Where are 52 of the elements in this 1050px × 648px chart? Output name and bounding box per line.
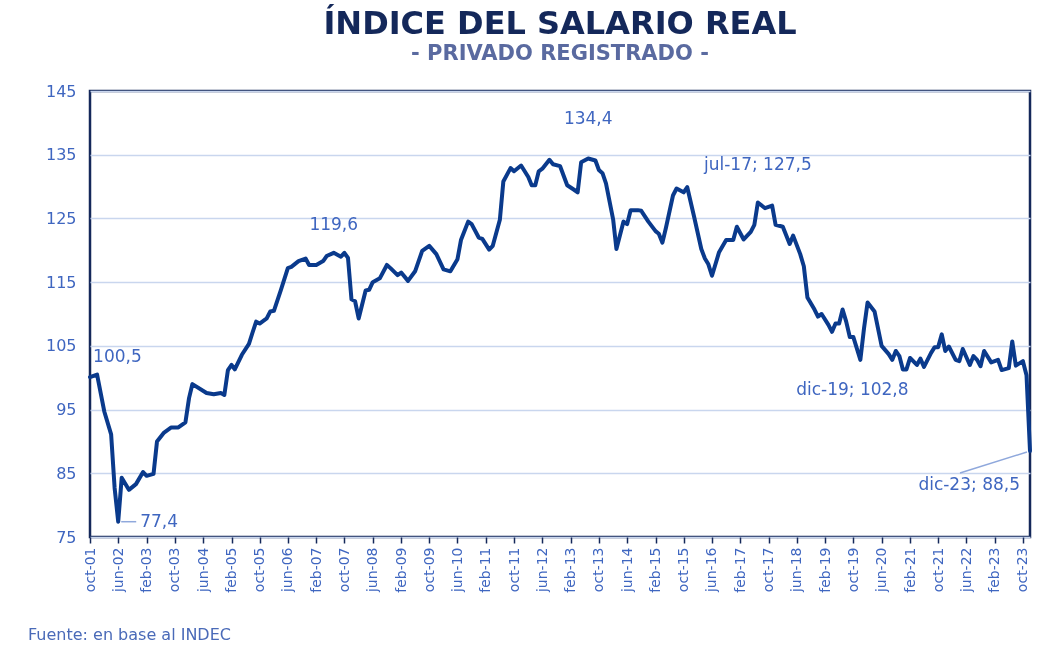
x-tick-label: feb-05 [223,547,240,593]
x-tick-label: oct-05 [251,547,268,593]
annotation: 77,4 [140,510,179,531]
y-tick-label: 135 [45,145,77,165]
x-tick-label: jun-12 [533,547,550,594]
annotation: 100,5 [93,345,142,366]
y-tick-label: 105 [45,336,77,356]
x-tick-label: jun-16 [703,547,720,594]
x-tick-label: oct-03 [166,547,183,593]
x-tick-label: jun-06 [279,547,296,594]
chart-subtitle: - PRIVADO REGISTRADO - [411,41,709,65]
x-tick-label: feb-17 [731,547,748,593]
annotation: dic-23; 88,5 [918,473,1020,494]
x-tick-label: jun-10 [448,547,465,594]
chart-title: ÍNDICE DEL SALARIO REAL [323,4,797,42]
x-tick-label: jun-14 [618,547,635,594]
x-tick-label: oct-07 [335,547,352,593]
y-tick-label: 75 [56,527,77,547]
x-tick-label: feb-21 [901,547,918,593]
x-tick-label: feb-07 [307,547,324,593]
x-tick-label: oct-21 [929,547,946,593]
y-tick-label: 115 [45,272,77,292]
y-tick-label: 95 [56,400,77,420]
x-tick-label: oct-13 [590,547,607,593]
x-tick-label: oct-17 [760,547,777,593]
annotation: 119,6 [309,213,359,234]
y-tick-label: 125 [45,208,77,228]
x-tick-label: feb-11 [477,547,494,593]
x-tick-label: oct-11 [505,547,522,593]
x-tick-label: jun-08 [364,547,381,594]
x-tick-label: jun-20 [873,547,890,594]
x-tick-label: feb-19 [816,547,833,593]
y-tick-label: 85 [56,463,77,483]
x-tick-label: feb-15 [647,547,664,593]
x-tick-label: feb-23 [986,547,1003,593]
x-tick-label: oct-15 [675,547,692,593]
x-tick-label: oct-01 [81,547,98,593]
x-tick-label: feb-09 [392,547,409,593]
x-tick-label: oct-09 [420,547,437,593]
x-tick-label: jun-22 [957,547,974,594]
x-tick-label: oct-23 [1014,547,1031,593]
annotation: 134,4 [563,107,613,128]
y-tick-label: 145 [45,81,77,101]
x-tick-label: jun-04 [194,547,211,594]
x-tick-label: jun-18 [788,547,805,594]
annotation: dic-19; 102,8 [796,378,909,399]
annotation: jul-17; 127,5 [702,153,812,174]
x-tick-label: feb-03 [138,547,155,593]
x-tick-label: feb-13 [562,547,579,593]
x-tick-label: oct-19 [844,547,861,593]
source-note: Fuente: en base al INDEC [28,625,231,644]
x-tick-label: jun-02 [109,547,126,594]
